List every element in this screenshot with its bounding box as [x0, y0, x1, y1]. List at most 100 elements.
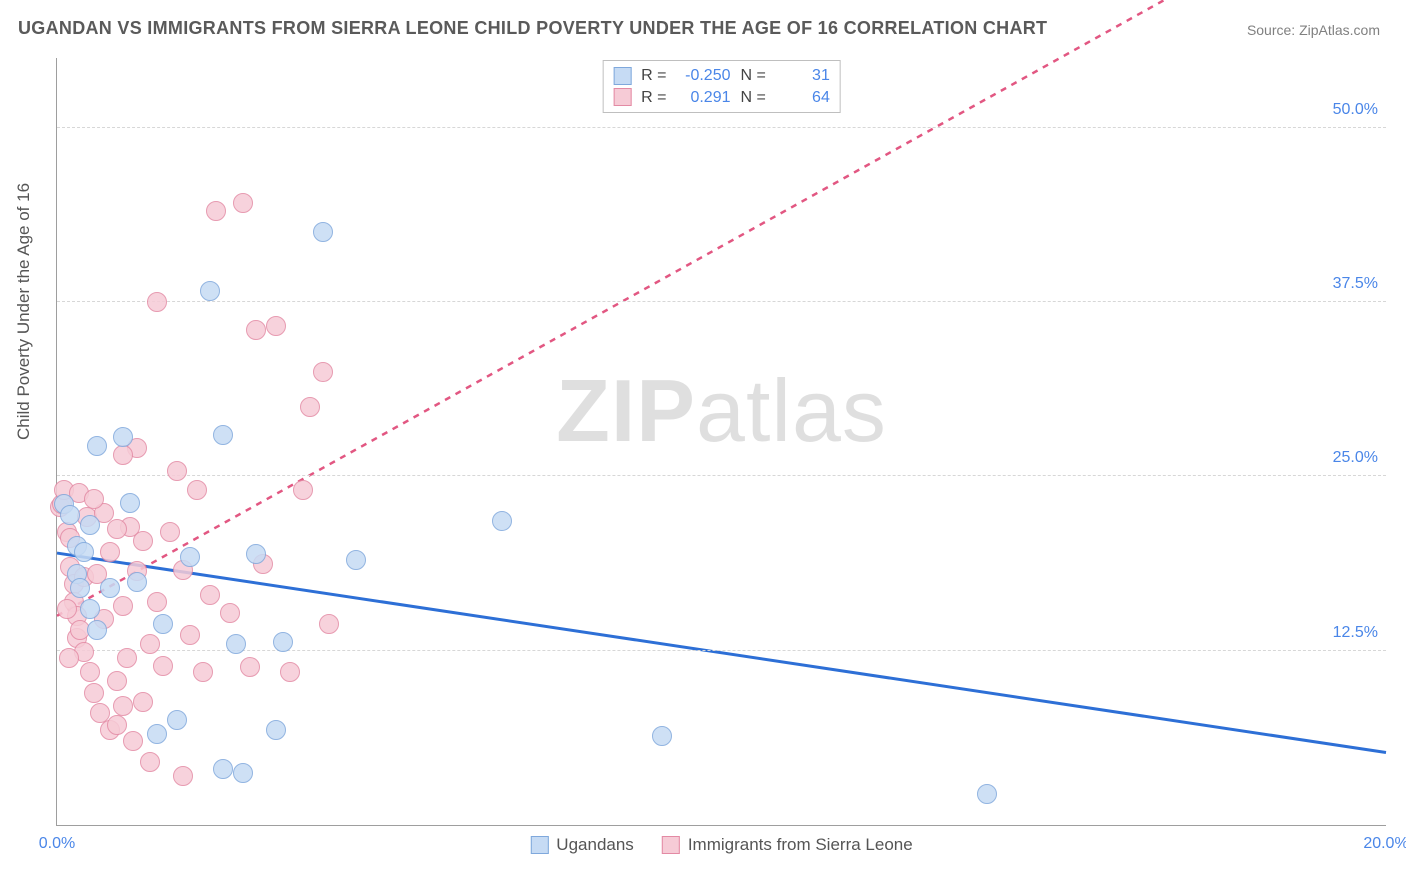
data-point	[123, 731, 143, 751]
x-tick-label: 0.0%	[39, 835, 75, 853]
data-point	[60, 505, 80, 525]
scatter-plot: ZIPatlas R = -0.250 N = 31 R = 0.291 N =…	[56, 58, 1386, 826]
data-point	[319, 614, 339, 634]
data-point	[300, 397, 320, 417]
data-point	[977, 784, 997, 804]
n-label: N =	[741, 65, 766, 87]
swatch-series-0	[530, 836, 548, 854]
legend-label-0: Ugandans	[556, 835, 634, 855]
data-point	[233, 763, 253, 783]
y-axis-label: Child Poverty Under the Age of 16	[14, 183, 34, 440]
y-tick-label: 50.0%	[1333, 101, 1378, 119]
data-point	[107, 671, 127, 691]
data-point	[117, 648, 137, 668]
swatch-series-1	[613, 88, 631, 106]
data-point	[180, 547, 200, 567]
data-point	[84, 489, 104, 509]
data-point	[313, 222, 333, 242]
data-point	[153, 656, 173, 676]
legend-label-1: Immigrants from Sierra Leone	[688, 835, 913, 855]
data-point	[187, 480, 207, 500]
data-point	[147, 292, 167, 312]
data-point	[113, 596, 133, 616]
data-point	[652, 726, 672, 746]
data-point	[80, 515, 100, 535]
data-point	[70, 578, 90, 598]
legend-stats-row-1: R = 0.291 N = 64	[613, 87, 830, 109]
data-point	[200, 281, 220, 301]
data-point	[74, 542, 94, 562]
r-value-1: 0.291	[677, 87, 731, 109]
data-point	[206, 201, 226, 221]
data-point	[107, 519, 127, 539]
data-point	[246, 544, 266, 564]
data-point	[107, 715, 127, 735]
y-tick-label: 25.0%	[1333, 449, 1378, 467]
y-tick-label: 37.5%	[1333, 275, 1378, 293]
legend-stats-row-0: R = -0.250 N = 31	[613, 65, 830, 87]
legend-item-0: Ugandans	[530, 835, 634, 855]
source-credit: Source: ZipAtlas.com	[1247, 22, 1380, 38]
r-value-0: -0.250	[677, 65, 731, 87]
data-point	[147, 724, 167, 744]
y-tick-label: 12.5%	[1333, 624, 1378, 642]
legend-item-1: Immigrants from Sierra Leone	[662, 835, 913, 855]
data-point	[140, 752, 160, 772]
data-point	[273, 632, 293, 652]
r-label: R =	[641, 65, 666, 87]
gridline	[57, 475, 1386, 476]
gridline	[57, 301, 1386, 302]
data-point	[113, 427, 133, 447]
x-tick-label: 20.0%	[1363, 835, 1406, 853]
data-point	[153, 614, 173, 634]
data-point	[113, 445, 133, 465]
trend-lines	[57, 58, 1386, 825]
data-point	[193, 662, 213, 682]
data-point	[59, 648, 79, 668]
n-value-1: 64	[776, 87, 830, 109]
n-label: N =	[741, 87, 766, 109]
data-point	[266, 316, 286, 336]
data-point	[240, 657, 260, 677]
data-point	[147, 592, 167, 612]
data-point	[293, 480, 313, 500]
data-point	[127, 572, 147, 592]
watermark: ZIPatlas	[556, 360, 887, 462]
data-point	[87, 436, 107, 456]
data-point	[220, 603, 240, 623]
legend-stats-box: R = -0.250 N = 31 R = 0.291 N = 64	[602, 60, 841, 113]
data-point	[173, 766, 193, 786]
data-point	[346, 550, 366, 570]
data-point	[167, 710, 187, 730]
data-point	[140, 634, 160, 654]
data-point	[57, 599, 77, 619]
data-point	[313, 362, 333, 382]
swatch-series-0	[613, 67, 631, 85]
data-point	[213, 425, 233, 445]
data-point	[100, 542, 120, 562]
data-point	[120, 493, 140, 513]
swatch-series-1	[662, 836, 680, 854]
legend-bottom: Ugandans Immigrants from Sierra Leone	[530, 835, 912, 855]
data-point	[180, 625, 200, 645]
data-point	[167, 461, 187, 481]
data-point	[160, 522, 180, 542]
data-point	[80, 662, 100, 682]
data-point	[113, 696, 133, 716]
data-point	[266, 720, 286, 740]
data-point	[200, 585, 220, 605]
data-point	[100, 578, 120, 598]
data-point	[246, 320, 266, 340]
page-title: UGANDAN VS IMMIGRANTS FROM SIERRA LEONE …	[18, 18, 1047, 39]
data-point	[133, 692, 153, 712]
data-point	[233, 193, 253, 213]
data-point	[280, 662, 300, 682]
data-point	[80, 599, 100, 619]
data-point	[87, 620, 107, 640]
n-value-0: 31	[776, 65, 830, 87]
data-point	[492, 511, 512, 531]
r-label: R =	[641, 87, 666, 109]
data-point	[213, 759, 233, 779]
gridline	[57, 127, 1386, 128]
data-point	[226, 634, 246, 654]
